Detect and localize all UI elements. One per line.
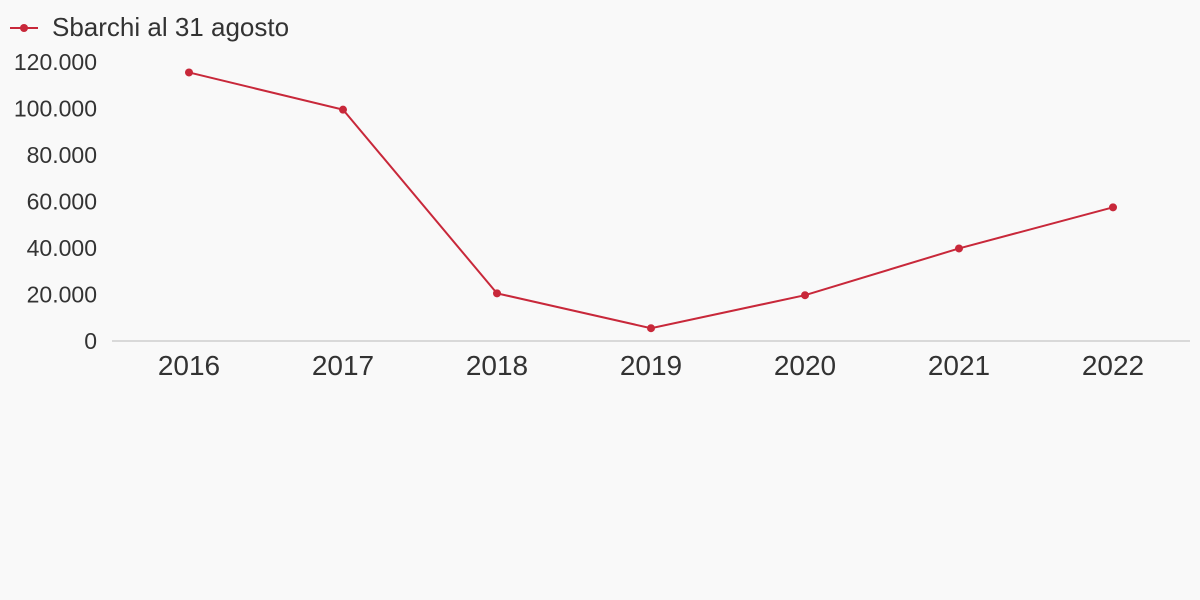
series-line [188,71,1114,330]
y-tick-label: 60.000 [27,189,97,215]
x-tick-label: 2020 [774,350,836,381]
data-point [185,68,193,77]
x-tick-label: 2017 [312,350,374,381]
x-tick-label: 2022 [1082,350,1144,381]
y-tick-label: 100.000 [14,96,97,122]
y-tick-label: 20.000 [27,282,97,308]
data-point [339,105,347,114]
y-tick-label: 0 [84,328,97,354]
data-point [955,244,963,253]
x-tick-label: 2016 [158,350,220,381]
legend-dot-marker [20,24,28,32]
data-point [493,289,501,298]
legend-label: Sbarchi al 31 agosto [52,12,289,42]
x-tick-label: 2021 [928,350,990,381]
y-tick-label: 120.000 [14,49,97,75]
x-axis-ticks: 2016 2017 2018 2019 2020 2021 2022 [158,350,1144,381]
data-point [801,291,809,300]
data-point [647,324,655,333]
y-tick-label: 80.000 [27,142,97,168]
series-group [185,68,1117,333]
data-point [1109,203,1117,212]
y-axis-ticks: 0 20.000 40.000 60.000 80.000 100.000 120.000 [14,49,97,354]
x-tick-label: 2019 [620,350,682,381]
legend: Sbarchi al 31 agosto [10,12,289,42]
x-tick-label: 2018 [466,350,528,381]
y-tick-label: 40.000 [27,235,97,261]
